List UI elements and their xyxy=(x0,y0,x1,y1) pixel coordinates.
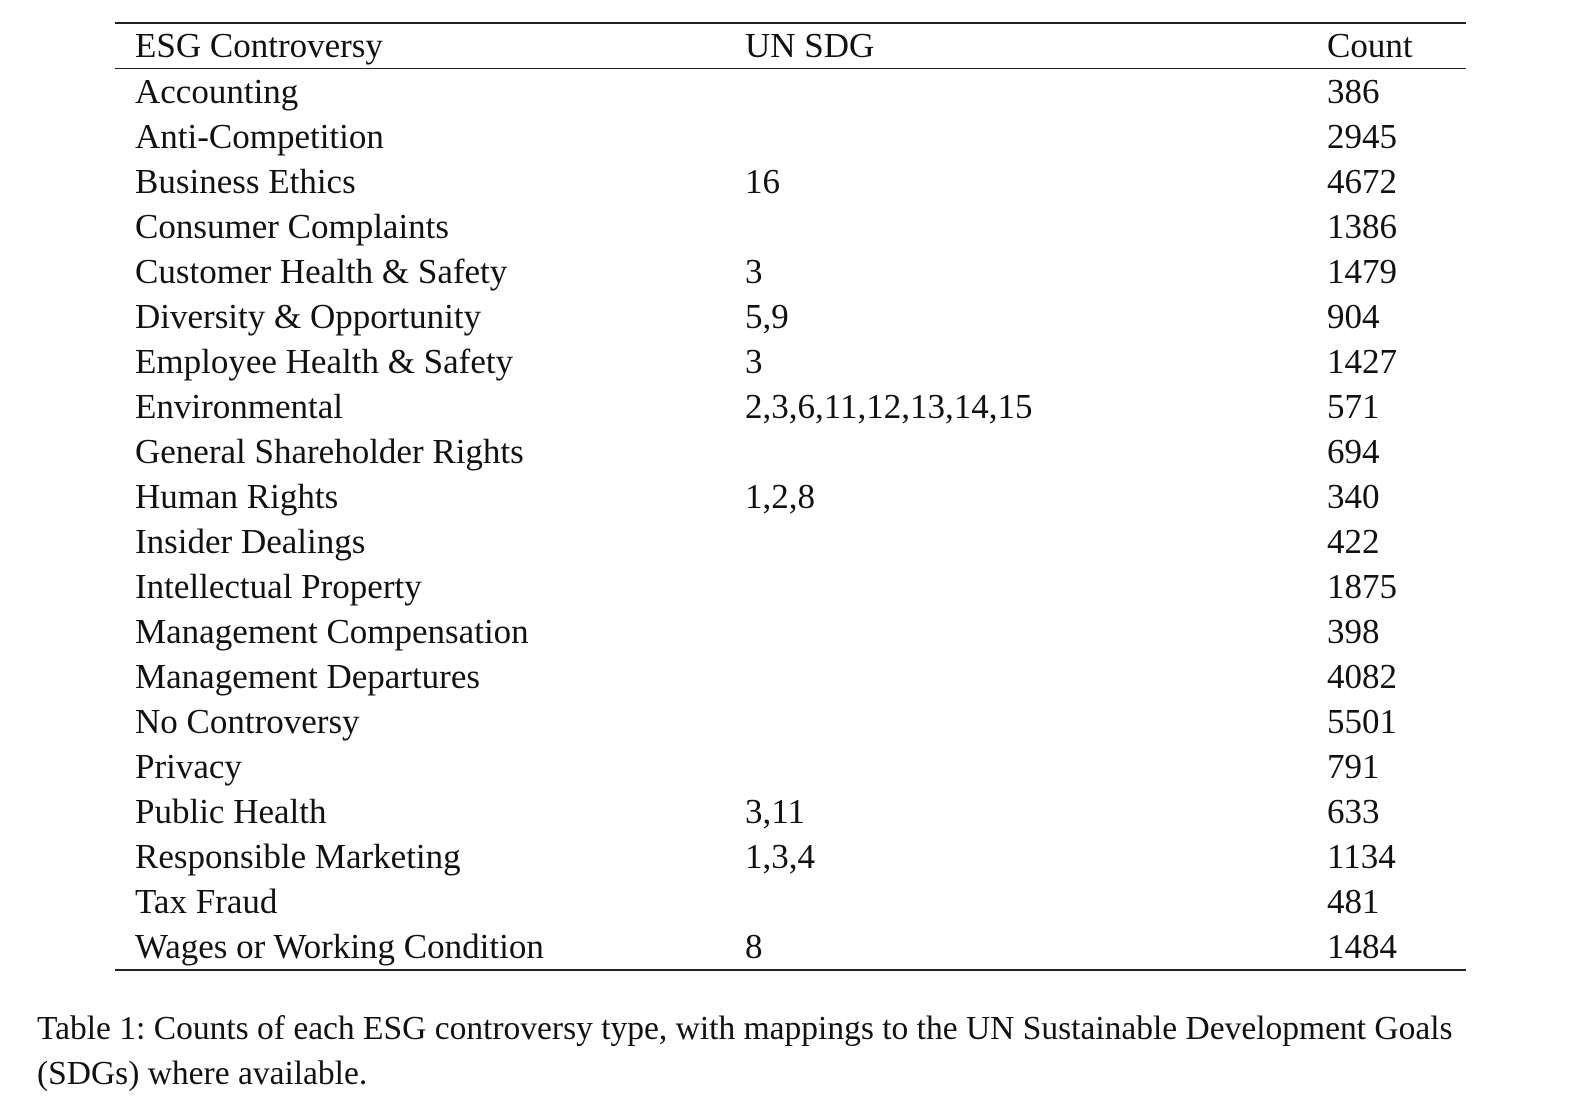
cell-count: 2945 xyxy=(1327,117,1397,156)
table-row: Intellectual Property 1875 xyxy=(115,564,1466,609)
cell-esg-controversy: General Shareholder Rights xyxy=(135,432,524,471)
cell-un-sdg xyxy=(745,564,1327,609)
cell-count: 386 xyxy=(1327,72,1380,111)
cell-esg-controversy: Business Ethics xyxy=(135,162,356,201)
cell-un-sdg xyxy=(745,204,1327,249)
table-row: Human Rights 1,2,8 340 xyxy=(115,474,1466,519)
cell-esg-controversy: Anti-Competition xyxy=(135,117,384,156)
cell-count: 398 xyxy=(1327,612,1380,651)
cell-un-sdg xyxy=(745,879,1327,924)
cell-count: 571 xyxy=(1327,387,1380,426)
table-header-rule xyxy=(115,68,1466,69)
cell-esg-controversy: Insider Dealings xyxy=(135,522,366,561)
cell-count: 1134 xyxy=(1327,837,1396,876)
cell-count: 4082 xyxy=(1327,657,1397,696)
table-bottom-rule xyxy=(115,969,1466,971)
cell-esg-controversy: Public Health xyxy=(135,792,327,831)
controversy-table: ESG Controversy UN SDG Count Accounting 3… xyxy=(115,22,1466,971)
table-row: Public Health 3,11 633 xyxy=(115,789,1466,834)
caption-line-2: (SDGs) where available. xyxy=(37,1055,368,1092)
cell-count: 4672 xyxy=(1327,162,1397,201)
cell-esg-controversy: Environmental xyxy=(135,387,344,426)
cell-count: 633 xyxy=(1327,792,1380,831)
cell-count: 1875 xyxy=(1327,567,1397,606)
cell-un-sdg: 8 xyxy=(745,927,763,966)
cell-count: 340 xyxy=(1327,477,1380,516)
header-count: Count xyxy=(1327,26,1413,65)
cell-un-sdg: 3 xyxy=(745,342,763,381)
cell-esg-controversy: Management Compensation xyxy=(135,612,529,651)
table-row: Employee Health & Safety 3 1427 xyxy=(115,339,1466,384)
cell-esg-controversy: Intellectual Property xyxy=(135,567,422,606)
table-top-rule xyxy=(115,22,1466,24)
table-row: Customer Health & Safety 3 1479 xyxy=(115,249,1466,294)
cell-esg-controversy: Employee Health & Safety xyxy=(135,342,514,381)
cell-un-sdg: 5,9 xyxy=(745,297,789,336)
cell-un-sdg: 2,3,6,11,12,13,14,15 xyxy=(745,387,1033,426)
cell-un-sdg: 1,2,8 xyxy=(745,477,815,516)
table-row: Anti-Competition 2945 xyxy=(115,114,1466,159)
table-grid: ESG Controversy UN SDG Count xyxy=(115,24,1466,68)
cell-un-sdg: 3,11 xyxy=(745,792,805,831)
cell-un-sdg xyxy=(745,609,1327,654)
cell-esg-controversy: Privacy xyxy=(135,747,242,786)
cell-un-sdg: 16 xyxy=(745,162,780,201)
table-body-grid: Accounting 386 Anti-Competition 2945 Busines… xyxy=(115,69,1466,969)
cell-count: 904 xyxy=(1327,297,1380,336)
cell-un-sdg xyxy=(745,654,1327,699)
cell-esg-controversy: Accounting xyxy=(135,72,299,111)
cell-un-sdg xyxy=(745,429,1327,474)
cell-esg-controversy: Customer Health & Safety xyxy=(135,252,508,291)
table-header-row: ESG Controversy UN SDG Count xyxy=(115,24,1466,68)
cell-count: 5501 xyxy=(1327,702,1397,741)
table-row: Environmental 2,3,6,11,12,13,14,15 571 xyxy=(115,384,1466,429)
table-body: Accounting 386 Anti-Competition 2945 Busines… xyxy=(115,69,1466,969)
table-row: Tax Fraud 481 xyxy=(115,879,1466,924)
table-caption: Table 1: Counts of each ESG controversy … xyxy=(37,1006,1557,1096)
cell-count: 791 xyxy=(1327,747,1380,786)
cell-count: 694 xyxy=(1327,432,1380,471)
cell-un-sdg xyxy=(745,114,1327,159)
table-row: Insider Dealings 422 xyxy=(115,519,1466,564)
cell-count: 1484 xyxy=(1327,927,1397,966)
cell-esg-controversy: Responsible Marketing xyxy=(135,837,461,876)
table-row: General Shareholder Rights 694 xyxy=(115,429,1466,474)
cell-esg-controversy: Wages or Working Condition xyxy=(135,927,544,966)
cell-esg-controversy: Human Rights xyxy=(135,477,339,516)
cell-count: 422 xyxy=(1327,522,1380,561)
table-row: Diversity & Opportunity 5,9 904 xyxy=(115,294,1466,339)
cell-esg-controversy: Consumer Complaints xyxy=(135,207,450,246)
header-un-sdg: UN SDG xyxy=(745,26,875,65)
cell-un-sdg: 3 xyxy=(745,252,763,291)
cell-esg-controversy: No Controversy xyxy=(135,702,360,741)
cell-count: 1386 xyxy=(1327,207,1397,246)
cell-un-sdg xyxy=(745,699,1327,744)
table-row: Business Ethics 16 4672 xyxy=(115,159,1466,204)
table-row: Management Departures 4082 xyxy=(115,654,1466,699)
table-row: Privacy 791 xyxy=(115,744,1466,789)
table-row: Wages or Working Condition 8 1484 xyxy=(115,924,1466,969)
table-row: Responsible Marketing 1,3,4 1134 xyxy=(115,834,1466,879)
table-row: No Controversy 5501 xyxy=(115,699,1466,744)
cell-esg-controversy: Diversity & Opportunity xyxy=(135,297,482,336)
caption-line-1: Table 1: Counts of each ESG controversy … xyxy=(37,1010,1453,1047)
cell-count: 1479 xyxy=(1327,252,1397,291)
table-row: Management Compensation 398 xyxy=(115,609,1466,654)
cell-count: 1427 xyxy=(1327,342,1397,381)
table-row: Consumer Complaints 1386 xyxy=(115,204,1466,249)
cell-un-sdg xyxy=(745,69,1327,114)
cell-count: 481 xyxy=(1327,882,1380,921)
cell-un-sdg xyxy=(745,744,1327,789)
cell-un-sdg xyxy=(745,519,1327,564)
cell-un-sdg: 1,3,4 xyxy=(745,837,815,876)
header-esg-controversy: ESG Controversy xyxy=(135,26,383,65)
cell-esg-controversy: Tax Fraud xyxy=(135,882,278,921)
table-row: Accounting 386 xyxy=(115,69,1466,114)
cell-esg-controversy: Management Departures xyxy=(135,657,480,696)
